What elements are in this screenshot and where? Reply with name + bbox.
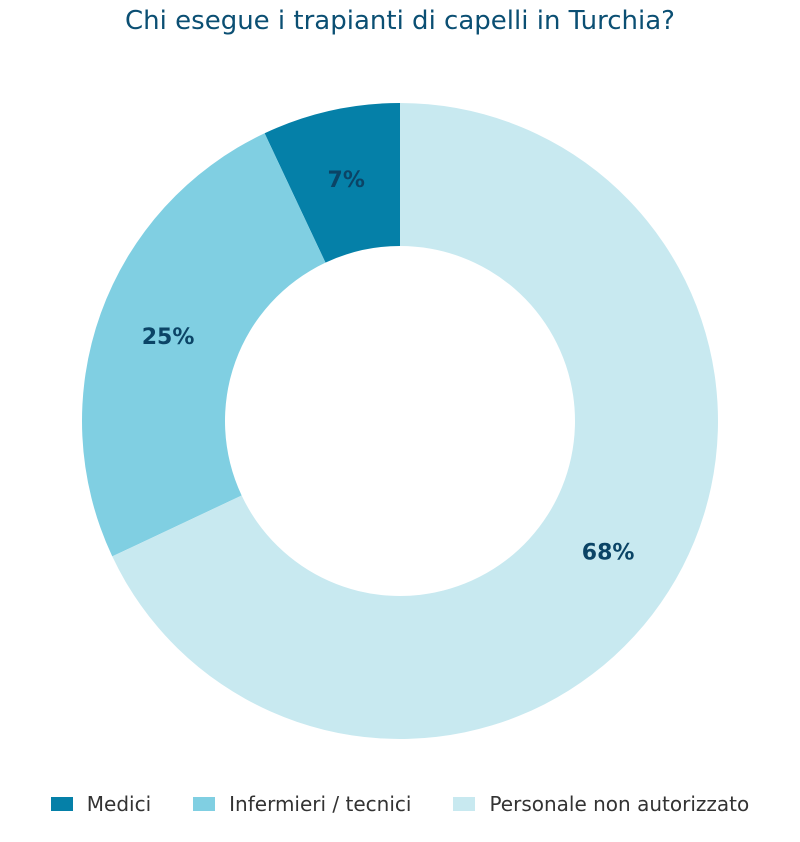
slice-label-infermieri: 25% — [142, 325, 195, 350]
legend-label-infermieri: Infermieri / tecnici — [229, 792, 412, 816]
legend-swatch-personale — [453, 797, 476, 811]
slice-medici[interactable] — [264, 103, 400, 263]
slice-personale[interactable] — [112, 102, 719, 739]
legend-item-infermieri[interactable]: Infermieri / tecnici — [193, 792, 411, 816]
legend: Medici Infermieri / tecnici Personale no… — [0, 792, 800, 816]
donut-chart: 7% 25% 68% — [81, 102, 719, 739]
slice-label-medici: 7% — [328, 168, 365, 193]
legend-item-medici[interactable]: Medici — [50, 792, 152, 816]
legend-swatch-medici — [50, 797, 73, 811]
slice-label-personale: 68% — [582, 541, 635, 566]
legend-label-medici: Medici — [86, 792, 152, 816]
slice-infermieri[interactable] — [81, 133, 326, 557]
legend-item-personale[interactable]: Personale non autorizzato — [453, 792, 749, 816]
chart-title: Chi esegue i trapianti di capelli in Tur… — [125, 6, 675, 36]
legend-label-personale: Personale non autorizzato — [489, 792, 750, 816]
legend-swatch-infermieri — [193, 797, 216, 811]
